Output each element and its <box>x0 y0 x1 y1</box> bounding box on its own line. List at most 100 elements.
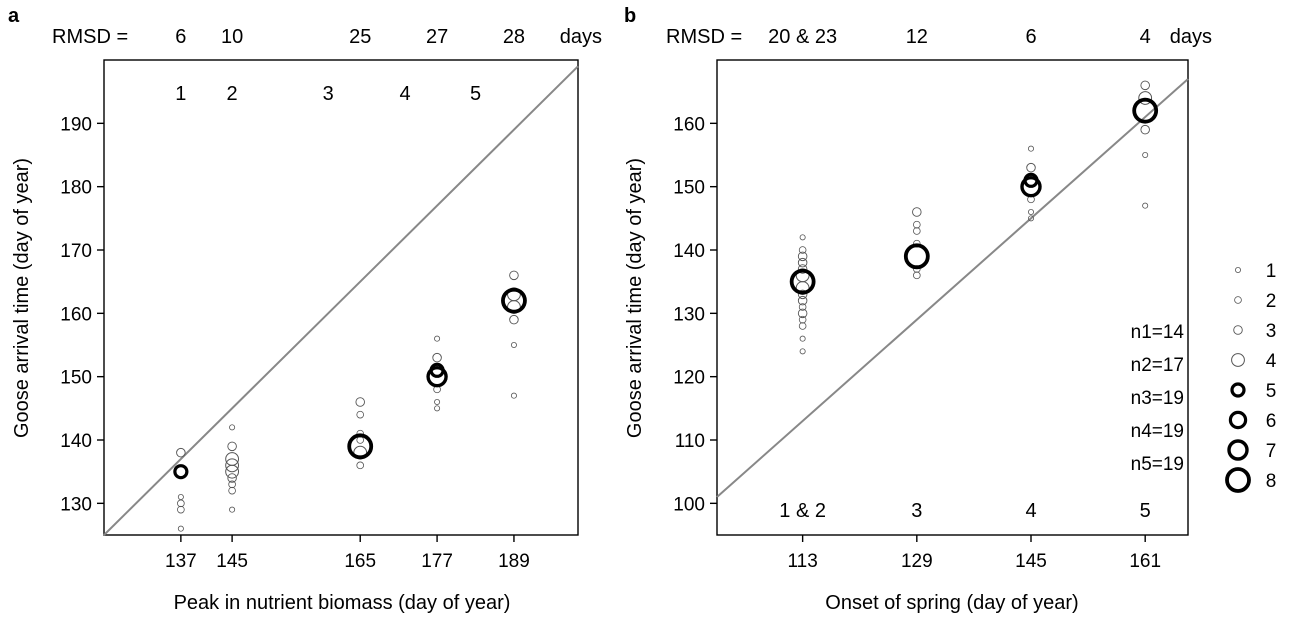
legend-marker <box>1227 439 1249 461</box>
site-label: 4 <box>399 83 410 105</box>
data-point <box>799 348 806 355</box>
y-tick-label: 180 <box>60 178 92 199</box>
data-point <box>509 314 519 325</box>
data-point <box>432 352 442 363</box>
rmsd-prefix: RMSD = <box>52 26 128 48</box>
legend-label: 2 <box>1266 291 1277 312</box>
y-tick-label: 140 <box>673 241 705 262</box>
legend-label: 6 <box>1266 411 1277 432</box>
one-to-one-line <box>103 65 579 536</box>
data-point <box>1020 175 1042 198</box>
legend-label: 1 <box>1266 261 1277 282</box>
site-label: 3 <box>323 83 334 105</box>
y-axis-label: Goose arrival time (day of year) <box>11 158 33 438</box>
rmsd-value: 20 & 23 <box>768 26 837 48</box>
data-point <box>509 270 519 281</box>
data-point <box>912 207 922 217</box>
data-point <box>434 398 441 405</box>
y-tick-label: 110 <box>675 431 705 452</box>
data-point <box>177 493 184 500</box>
data-point <box>798 246 807 254</box>
data-point <box>355 397 365 407</box>
data-point <box>903 243 930 270</box>
data-point <box>798 315 807 324</box>
data-point <box>356 410 365 419</box>
y-tick-label: 120 <box>673 368 705 389</box>
sample-size-label: n2=17 <box>1131 355 1184 376</box>
data-point <box>227 473 237 483</box>
y-tick-label: 150 <box>60 368 92 389</box>
data-point <box>501 287 527 314</box>
sample-size-label: n3=19 <box>1131 388 1184 409</box>
rmsd-value: 28 <box>503 26 525 48</box>
rmsd-value: 25 <box>349 26 371 48</box>
data-point <box>356 461 365 470</box>
data-point <box>229 506 236 513</box>
y-tick-label: 150 <box>673 178 705 199</box>
data-point <box>1142 151 1149 158</box>
sample-size-label: n5=19 <box>1131 454 1184 475</box>
data-point <box>510 341 517 348</box>
data-point <box>228 480 236 489</box>
rmsd-unit: days <box>560 26 602 48</box>
legend-label: 4 <box>1266 351 1277 372</box>
legend-label: 8 <box>1266 471 1277 492</box>
data-point <box>798 303 807 311</box>
site-label: 5 <box>470 83 481 105</box>
site-label: 3 <box>911 500 922 522</box>
y-tick-label: 100 <box>673 494 705 515</box>
data-point <box>798 322 807 330</box>
data-point <box>1132 97 1159 124</box>
rmsd-value: 12 <box>906 26 928 48</box>
site-label: 4 <box>1025 500 1036 522</box>
rmsd-value: 6 <box>175 26 186 48</box>
data-point <box>799 335 806 342</box>
data-point <box>1140 124 1150 135</box>
data-point <box>797 308 808 319</box>
rmsd-value: 27 <box>426 26 448 48</box>
y-tick-label: 170 <box>60 241 92 262</box>
legend-marker <box>1233 325 1243 335</box>
sample-size-label: n1=14 <box>1131 322 1185 343</box>
data-point <box>799 234 806 241</box>
rmsd-unit: days <box>1170 26 1212 48</box>
y-tick-label: 160 <box>60 304 92 325</box>
x-axis-label: Onset of spring (day of year) <box>825 592 1078 614</box>
data-point <box>797 295 808 306</box>
legend-label: 5 <box>1266 381 1277 402</box>
data-point <box>225 452 240 466</box>
legend-label: 3 <box>1266 321 1277 342</box>
y-tick-label: 160 <box>673 114 705 135</box>
legend: 1 2 3 4 5 6 7 8 <box>1225 261 1277 493</box>
legend-label: 7 <box>1266 441 1277 462</box>
data-point <box>797 257 808 268</box>
data-point <box>1142 202 1149 209</box>
x-tick-label: 145 <box>1015 551 1047 572</box>
data-point <box>1028 215 1035 222</box>
sample-size-label: n4=19 <box>1131 421 1184 442</box>
legend-marker <box>1231 353 1245 367</box>
data-point <box>227 441 237 452</box>
legend-marker <box>1234 296 1242 304</box>
plot-frame <box>716 59 1189 536</box>
legend-marker <box>1235 266 1242 273</box>
data-point <box>913 227 921 235</box>
panel-letter: b <box>624 5 636 27</box>
data-point <box>426 365 448 388</box>
data-point <box>225 458 240 473</box>
data-point <box>434 335 441 342</box>
rmsd-value: 10 <box>221 26 243 48</box>
y-tick-label: 130 <box>60 494 92 515</box>
data-point <box>177 525 184 532</box>
x-tick-label: 165 <box>344 551 376 572</box>
data-point <box>229 424 236 431</box>
data-point <box>789 268 816 295</box>
rmsd-prefix: RMSD = <box>666 26 742 48</box>
data-point <box>177 505 185 514</box>
data-point <box>913 271 921 280</box>
data-point <box>176 447 186 458</box>
x-tick-label: 113 <box>787 551 817 572</box>
x-tick-label: 129 <box>901 551 933 572</box>
